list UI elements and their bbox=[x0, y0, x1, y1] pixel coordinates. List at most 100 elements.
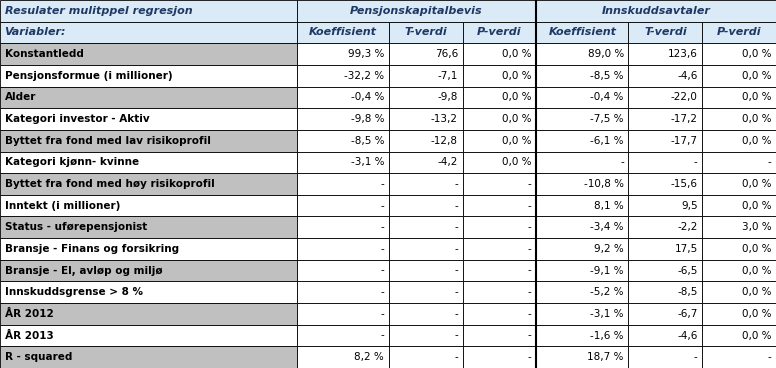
Bar bbox=[629, 303, 702, 325]
Bar bbox=[702, 22, 776, 43]
Bar bbox=[702, 43, 776, 65]
Bar bbox=[389, 65, 462, 86]
Bar bbox=[629, 43, 702, 65]
Text: P-verdi: P-verdi bbox=[477, 28, 521, 38]
Bar bbox=[0, 216, 296, 238]
Text: -6,1 %: -6,1 % bbox=[591, 136, 624, 146]
Text: 17,5: 17,5 bbox=[674, 244, 698, 254]
Bar bbox=[389, 173, 462, 195]
Bar bbox=[702, 130, 776, 152]
Text: 89,0 %: 89,0 % bbox=[587, 49, 624, 59]
Text: -3,1 %: -3,1 % bbox=[591, 309, 624, 319]
Text: -: - bbox=[767, 352, 771, 362]
Text: 0,0 %: 0,0 % bbox=[742, 330, 771, 340]
Bar bbox=[389, 346, 462, 368]
Bar bbox=[0, 65, 296, 86]
Text: Koeffisient: Koeffisient bbox=[309, 28, 376, 38]
Text: Resulater mulitppel regresjon: Resulater mulitppel regresjon bbox=[5, 6, 192, 16]
Bar bbox=[536, 346, 629, 368]
Text: -8,5 %: -8,5 % bbox=[591, 71, 624, 81]
Text: 0,0 %: 0,0 % bbox=[502, 71, 532, 81]
Text: -17,2: -17,2 bbox=[670, 114, 698, 124]
Text: -: - bbox=[454, 201, 458, 210]
Bar bbox=[389, 22, 462, 43]
Bar bbox=[536, 130, 629, 152]
Bar bbox=[296, 303, 389, 325]
Text: 8,2 %: 8,2 % bbox=[355, 352, 384, 362]
Text: -: - bbox=[767, 158, 771, 167]
Bar bbox=[296, 22, 389, 43]
Text: Bransje - Finans og forsikring: Bransje - Finans og forsikring bbox=[5, 244, 178, 254]
Bar bbox=[536, 195, 629, 216]
Bar bbox=[296, 43, 389, 65]
Bar bbox=[462, 238, 536, 260]
Bar bbox=[0, 282, 296, 303]
Bar bbox=[629, 282, 702, 303]
Bar bbox=[389, 195, 462, 216]
Bar bbox=[629, 260, 702, 282]
Text: -: - bbox=[454, 352, 458, 362]
Text: -9,8: -9,8 bbox=[438, 92, 458, 102]
Bar bbox=[629, 130, 702, 152]
Text: 0,0 %: 0,0 % bbox=[742, 287, 771, 297]
Bar bbox=[536, 173, 629, 195]
Text: -: - bbox=[694, 158, 698, 167]
Text: -5,2 %: -5,2 % bbox=[591, 287, 624, 297]
Text: 76,6: 76,6 bbox=[435, 49, 458, 59]
Text: -2,2: -2,2 bbox=[677, 222, 698, 232]
Bar bbox=[296, 238, 389, 260]
Text: -: - bbox=[454, 330, 458, 340]
Text: -: - bbox=[454, 266, 458, 276]
Text: 8,1 %: 8,1 % bbox=[594, 201, 624, 210]
Bar bbox=[296, 260, 389, 282]
Text: 0,0 %: 0,0 % bbox=[502, 114, 532, 124]
Bar bbox=[0, 260, 296, 282]
Bar bbox=[0, 108, 296, 130]
Bar bbox=[0, 130, 296, 152]
Text: -: - bbox=[380, 179, 384, 189]
Bar bbox=[0, 238, 296, 260]
Bar bbox=[296, 65, 389, 86]
Text: -22,0: -22,0 bbox=[670, 92, 698, 102]
Text: -: - bbox=[528, 287, 532, 297]
Bar bbox=[462, 173, 536, 195]
Bar bbox=[389, 282, 462, 303]
Bar bbox=[629, 238, 702, 260]
Text: -: - bbox=[528, 179, 532, 189]
Text: -0,4 %: -0,4 % bbox=[351, 92, 384, 102]
Text: 0,0 %: 0,0 % bbox=[742, 179, 771, 189]
Text: -: - bbox=[620, 158, 624, 167]
Text: Kategori investor - Aktiv: Kategori investor - Aktiv bbox=[5, 114, 149, 124]
Text: -: - bbox=[454, 287, 458, 297]
Bar bbox=[629, 152, 702, 173]
Text: -: - bbox=[528, 244, 532, 254]
Text: 0,0 %: 0,0 % bbox=[742, 92, 771, 102]
Bar bbox=[296, 195, 389, 216]
Bar bbox=[462, 108, 536, 130]
Text: 99,3 %: 99,3 % bbox=[348, 49, 384, 59]
Text: Inntekt (i millioner): Inntekt (i millioner) bbox=[5, 201, 120, 210]
Text: R - squared: R - squared bbox=[5, 352, 72, 362]
Bar bbox=[629, 65, 702, 86]
Text: -: - bbox=[380, 244, 384, 254]
Bar bbox=[702, 303, 776, 325]
Bar bbox=[536, 152, 629, 173]
Bar bbox=[702, 260, 776, 282]
Bar bbox=[536, 303, 629, 325]
Bar bbox=[462, 152, 536, 173]
Bar bbox=[536, 86, 629, 108]
Bar bbox=[629, 86, 702, 108]
Bar bbox=[462, 260, 536, 282]
Bar bbox=[536, 216, 629, 238]
Bar bbox=[296, 86, 389, 108]
Text: Kategori kjønn- kvinne: Kategori kjønn- kvinne bbox=[5, 158, 139, 167]
Bar bbox=[0, 303, 296, 325]
Bar bbox=[536, 282, 629, 303]
Text: -: - bbox=[380, 330, 384, 340]
Text: ÅR 2012: ÅR 2012 bbox=[5, 309, 54, 319]
Bar bbox=[296, 216, 389, 238]
Text: -: - bbox=[528, 330, 532, 340]
Text: -: - bbox=[380, 309, 384, 319]
Text: Byttet fra fond med høy risikoprofil: Byttet fra fond med høy risikoprofil bbox=[5, 179, 214, 189]
Bar bbox=[296, 108, 389, 130]
